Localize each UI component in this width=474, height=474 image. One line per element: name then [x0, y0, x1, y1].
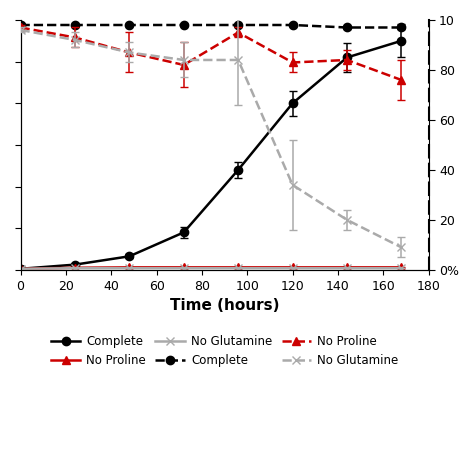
- X-axis label: Time (hours): Time (hours): [170, 298, 279, 313]
- Legend: Complete, No Proline, No Glutamine, Complete, No Proline, No Glutamine: Complete, No Proline, No Glutamine, Comp…: [46, 331, 403, 372]
